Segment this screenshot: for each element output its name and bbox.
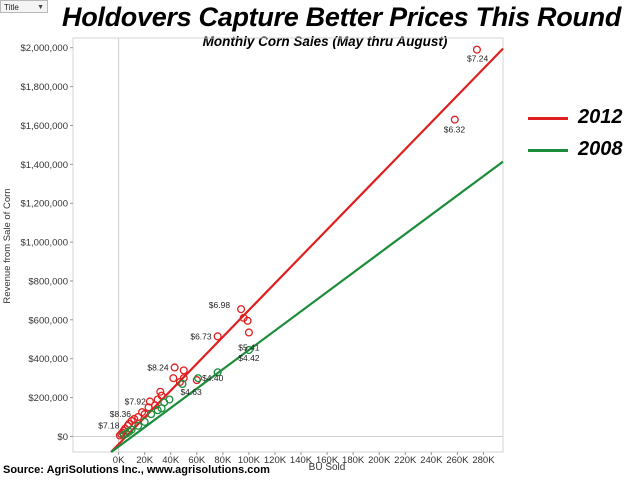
data-label-2012: $6.73 [190, 331, 212, 341]
chart-title: Holdovers Capture Better Prices This Rou… [62, 2, 622, 32]
legend-label-2008: 2008 [578, 138, 623, 160]
x-tick-label: 80K [214, 455, 232, 466]
source-note: Source: AgriSolutions Inc., www.agrisolu… [3, 464, 270, 476]
trendlines [110, 47, 504, 453]
marker-2008 [153, 406, 162, 415]
markers [115, 45, 481, 440]
marker-2008 [213, 368, 222, 377]
y-tick-label: $200,000 [28, 393, 68, 404]
data-label-2008: $4.40 [202, 373, 224, 383]
marker-2008 [134, 421, 143, 430]
marker-2008 [119, 430, 128, 439]
marker-2008 [178, 379, 187, 389]
marker-2012 [450, 115, 459, 124]
x-tick-label: 0K [113, 455, 125, 466]
marker-2012 [472, 45, 481, 54]
title-dropdown-label: Title [4, 3, 19, 12]
marker-2012 [179, 366, 188, 375]
x-tick-label: 20K [136, 455, 154, 466]
y-axis-label: Revenue from Sale of Corn [2, 188, 13, 303]
x-axis-label: BU Sold [309, 462, 346, 473]
marker-2012 [144, 403, 153, 412]
y-tick-label: $1,200,000 [20, 199, 68, 210]
x-tick-label: 40K [162, 455, 180, 466]
marker-2008 [244, 345, 253, 355]
data-label-2012: $7.18 [98, 421, 120, 431]
marker-2012 [192, 376, 201, 385]
y-tick-label: $1,800,000 [20, 82, 68, 93]
y-tick-label: $1,400,000 [20, 160, 68, 171]
marker-2012 [237, 305, 246, 314]
x-tick-label: 240K [420, 455, 443, 466]
data-label-2012: $6.98 [209, 300, 231, 310]
legend-item-2012: 2012 [528, 106, 640, 130]
legend-label-2012: 2012 [578, 106, 623, 128]
marker-2008 [140, 417, 149, 426]
marker-2012 [244, 328, 253, 337]
y-tick-label: $1,600,000 [20, 121, 68, 132]
x-tick-label: 280K [472, 455, 495, 466]
data-labels: $7.24 $6.32 $6.98 $6.73 $8.24 $7.92 $8.36 $7.18… [98, 54, 488, 431]
tick-labels: 0K 20K 40K 60K 80K 100K 120K 140K 160K 180K 200K 22… [20, 43, 495, 466]
x-tick-label: 140K [290, 455, 313, 466]
marker-2012 [156, 387, 165, 396]
trendline-2008 [110, 160, 504, 453]
marker-2012 [169, 374, 178, 383]
x-tick-label: 200K [368, 455, 391, 466]
y-tick-label: $0 [57, 432, 68, 443]
y-tick-label: $800,000 [28, 276, 68, 287]
trendline-2012 [110, 47, 504, 453]
data-label-2008: $5.41 [238, 342, 260, 352]
marker-2012 [213, 332, 222, 341]
x-tick-label: 180K [342, 455, 365, 466]
marker-2008 [157, 404, 166, 413]
y-tick-label: $400,000 [28, 354, 68, 365]
title-dropdown[interactable]: Title ▼ [0, 0, 48, 13]
axes [70, 37, 504, 455]
legend-swatch-2008 [528, 149, 568, 152]
x-tick-label: 260K [446, 455, 469, 466]
data-label-2012: $8.24 [147, 362, 169, 372]
chevron-down-icon: ▼ [37, 4, 44, 11]
x-tick-label: 100K [238, 455, 261, 466]
x-tick-label: 160K [316, 455, 339, 466]
data-label-2012: $6.32 [444, 125, 466, 135]
data-label-2008: $4.63 [180, 387, 202, 397]
data-label-2012: $7.24 [467, 54, 489, 64]
plot-border [72, 37, 504, 453]
y-tick-label: $1,000,000 [20, 238, 68, 249]
marker-2012 [145, 397, 154, 406]
marker-2012 [243, 316, 252, 325]
x-tick-label: 120K [264, 455, 287, 466]
legend-item-2008: 2008 [528, 138, 640, 162]
marker-2008 [147, 410, 156, 419]
x-tick-label: 220K [394, 455, 417, 466]
y-tick-label: $600,000 [28, 315, 68, 326]
x-tick-label: 60K [188, 455, 206, 466]
data-label-2008: $4.42 [238, 353, 260, 363]
y-tick-label: $2,000,000 [20, 43, 68, 54]
marker-2008 [194, 374, 203, 383]
data-label-2012: $7.92 [125, 396, 147, 406]
marker-2012 [170, 363, 179, 372]
legend-swatch-2012 [528, 117, 568, 120]
data-label-2012: $8.36 [110, 409, 132, 419]
marker-2012 [134, 412, 143, 422]
